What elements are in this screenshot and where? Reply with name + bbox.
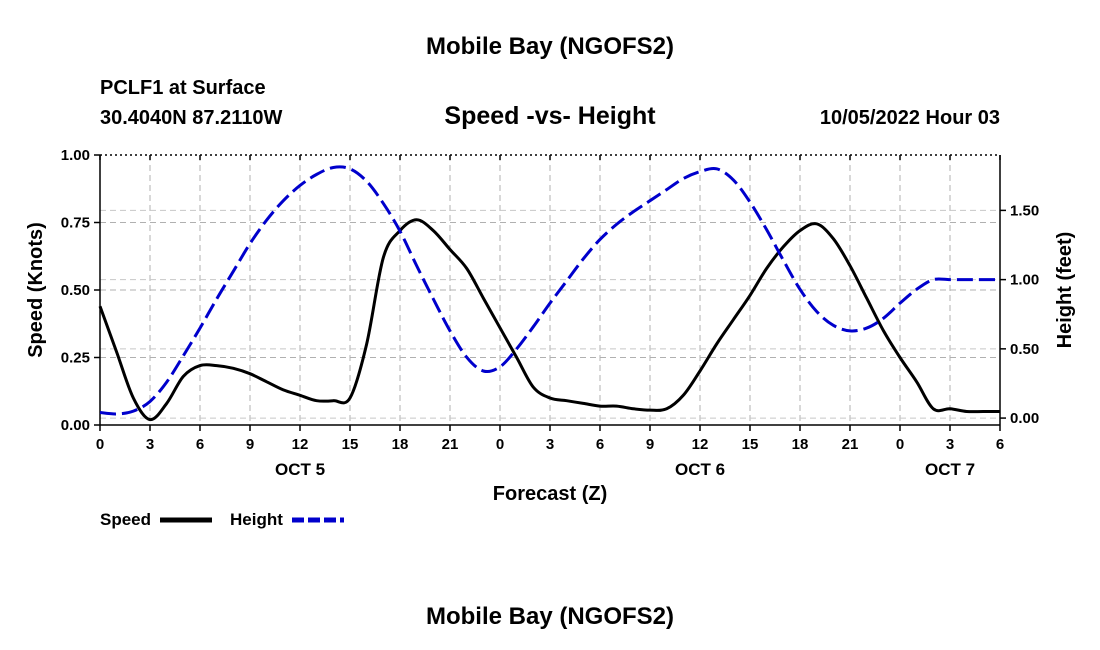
x-tick-label: 21 — [442, 436, 459, 453]
x-tick-label: 15 — [742, 436, 759, 453]
height-series-line — [99, 165, 1000, 416]
speed-series-line — [98, 218, 1000, 422]
x-axis-label: Forecast (Z) — [493, 483, 607, 505]
y-left-tick-label: 1.00 — [61, 147, 90, 164]
y-left-tick-label: 0.25 — [61, 350, 90, 367]
x-tick-label: 3 — [946, 436, 954, 453]
x-tick-label: 6 — [996, 436, 1004, 453]
legend-speed-label: Speed — [100, 510, 151, 529]
legend: Speed Height — [100, 510, 344, 529]
x-tick-label: 0 — [496, 436, 504, 453]
x-tick-label: 0 — [896, 436, 904, 453]
series-layer — [98, 165, 1000, 422]
x-tick-label: 6 — [596, 436, 604, 453]
x-tick-label: 9 — [246, 436, 254, 453]
x-tick-label: 3 — [146, 436, 154, 453]
y-right-tick-label: 1.00 — [1010, 272, 1039, 289]
x-tick-label: 6 — [196, 436, 204, 453]
y-right-tick-label: 0.50 — [1010, 341, 1039, 358]
y-left-tick-label: 0.00 — [61, 417, 90, 434]
y-left-tick-label: 0.50 — [61, 282, 90, 299]
x-tick-label: 15 — [342, 436, 359, 453]
date-label: OCT 7 — [925, 460, 975, 479]
timestamp: 10/05/2022 Hour 03 — [820, 107, 1000, 129]
y-right-axis-label: Height (feet) — [1054, 232, 1076, 349]
x-tick-label: 18 — [392, 436, 409, 453]
legend-height-label: Height — [230, 510, 283, 529]
x-tick-label: 21 — [842, 436, 859, 453]
x-tick-label: 12 — [292, 436, 309, 453]
x-tick-label: 18 — [792, 436, 809, 453]
x-tick-label: 0 — [96, 436, 104, 453]
axis-labels: 0 3 6 9 12 15 18 21 0 3 6 9 12 15 18 21 0 3 6 0.00 0.25 0.50 0… — [61, 147, 1039, 479]
x-tick-label: 12 — [692, 436, 709, 453]
y-left-tick-label: 0.75 — [61, 215, 90, 232]
y-right-tick-label: 1.50 — [1010, 202, 1039, 219]
y-right-tick-label: 0.00 — [1010, 410, 1039, 427]
date-label: OCT 5 — [275, 460, 325, 479]
axes — [94, 154, 1006, 431]
station-coords: 30.4040N 87.2110W — [100, 107, 282, 129]
date-label: OCT 6 — [675, 460, 725, 479]
x-tick-label: 9 — [646, 436, 654, 453]
bottom-title: Mobile Bay (NGOFS2) — [426, 603, 674, 630]
grid — [100, 155, 1000, 425]
station-label: PCLF1 at Surface — [100, 77, 266, 99]
y-left-axis-label: Speed (Knots) — [25, 222, 47, 358]
x-tick-label: 3 — [546, 436, 554, 453]
top-title: Mobile Bay (NGOFS2) — [426, 33, 674, 60]
chart-title: Speed -vs- Height — [444, 102, 656, 130]
